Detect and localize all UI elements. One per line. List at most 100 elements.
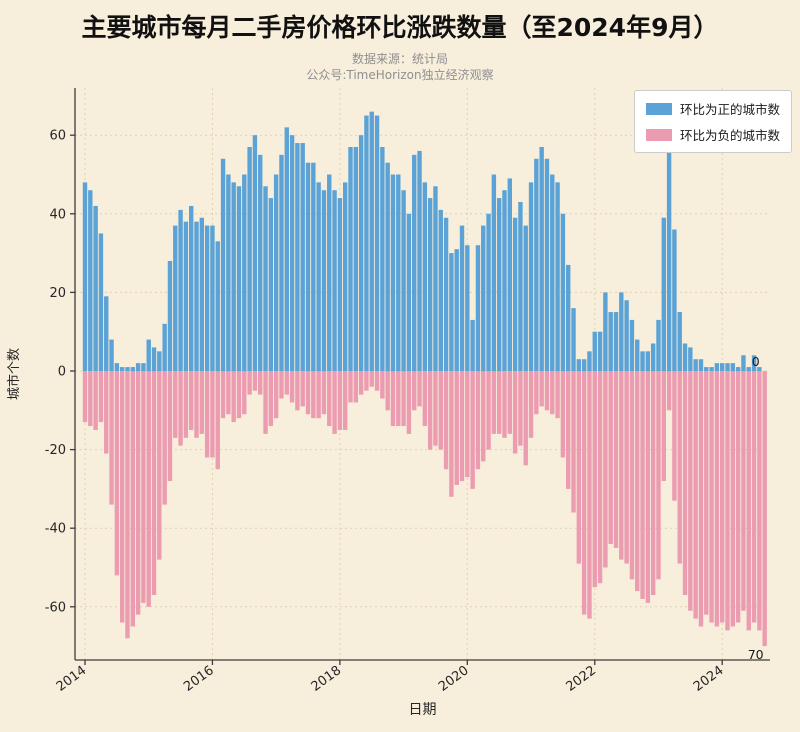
- bar-positive: [735, 367, 741, 371]
- bar-positive: [263, 186, 268, 371]
- bar-negative: [481, 371, 486, 462]
- axes: [70, 88, 770, 665]
- bar-negative: [629, 371, 635, 580]
- bar-negative: [465, 371, 470, 478]
- bar-negative: [406, 371, 412, 434]
- bar-positive: [332, 190, 337, 371]
- bar-positive: [512, 217, 518, 371]
- bar-negative: [284, 371, 289, 395]
- bar-positive: [475, 245, 481, 371]
- bar-negative: [220, 371, 226, 419]
- legend-item-negative: 环比为负的城市数: [645, 125, 780, 144]
- bar-negative: [247, 371, 252, 395]
- bar-negative: [475, 371, 481, 470]
- bar-positive: [645, 351, 651, 371]
- bar-negative: [178, 371, 183, 446]
- bar-positive: [481, 225, 486, 371]
- bar-positive: [650, 343, 656, 371]
- bar-negative: [528, 371, 534, 438]
- bar-negative: [358, 371, 364, 395]
- bar-negative: [597, 371, 603, 584]
- bar-positive: [316, 182, 321, 371]
- bar-positive: [518, 202, 523, 371]
- bar-negative: [587, 371, 592, 619]
- bar-negative: [364, 371, 369, 391]
- bar-negative: [337, 371, 343, 430]
- bar-negative: [258, 371, 263, 395]
- bar-positive: [82, 182, 88, 371]
- bar-negative: [332, 371, 337, 434]
- bar-positive: [427, 198, 433, 371]
- bar-positive: [189, 205, 194, 371]
- bar-negative: [544, 371, 550, 411]
- bar-positive: [507, 178, 512, 371]
- bar-negative: [470, 371, 475, 489]
- legend-item-positive: 环比为正的城市数: [645, 99, 780, 118]
- bar-negative: [581, 371, 587, 615]
- bar-positive: [603, 292, 608, 371]
- chart-title: 主要城市每月二手房价格环比涨跌数量（至2024年9月）: [81, 13, 719, 42]
- bar-positive: [698, 359, 704, 371]
- bar-positive: [401, 190, 406, 371]
- bar-positive: [438, 209, 443, 371]
- bar-positive: [635, 339, 640, 371]
- bar-negative: [650, 371, 656, 596]
- bar-positive: [656, 319, 661, 371]
- bar-positive: [374, 115, 380, 371]
- bar-positive: [757, 367, 762, 371]
- bar-positive: [321, 190, 327, 371]
- bar-negative: [189, 371, 194, 430]
- bar-positive: [390, 174, 396, 371]
- bar-negative: [204, 371, 210, 458]
- y-tick-label: -40: [45, 522, 66, 537]
- bar-positive: [720, 363, 725, 371]
- bar-positive: [454, 249, 459, 371]
- bar-negative: [401, 371, 406, 427]
- bar-positive: [571, 308, 576, 371]
- bar-negative: [688, 371, 693, 611]
- bar-positive: [486, 213, 491, 371]
- y-tick-label: 40: [49, 207, 66, 222]
- bar-positive: [348, 146, 353, 371]
- bar-positive: [566, 264, 571, 371]
- bar-negative: [311, 371, 316, 419]
- bar-positive: [608, 312, 613, 371]
- x-tick-label: 2016: [181, 663, 217, 695]
- bar-negative: [321, 371, 327, 415]
- bar-negative: [316, 371, 321, 419]
- bar-positive: [183, 221, 189, 371]
- bar-positive: [449, 253, 454, 371]
- bar-positive: [502, 190, 507, 371]
- bar-negative: [273, 371, 279, 419]
- bar-negative: [162, 371, 167, 505]
- bar-positive: [491, 174, 497, 371]
- bar-positive: [597, 331, 603, 371]
- bar-positive: [619, 292, 624, 371]
- bar-positive: [289, 135, 295, 371]
- bar-positive: [199, 217, 205, 371]
- bar-negative: [427, 371, 433, 450]
- bar-negative: [624, 371, 629, 564]
- bar-positive: [396, 174, 401, 371]
- annotation-70: 70: [748, 647, 764, 662]
- positive-bars: [82, 111, 762, 372]
- bar-negative: [252, 371, 258, 391]
- bar-positive: [459, 225, 465, 371]
- bar-negative: [693, 371, 698, 619]
- bar-positive: [135, 363, 141, 371]
- bar-negative: [762, 371, 767, 647]
- bar-negative: [300, 371, 305, 407]
- legend: 环比为正的城市数 环比为负的城市数: [633, 90, 792, 153]
- legend-label-negative: 环比为负的城市数: [679, 128, 780, 143]
- bar-positive: [279, 154, 284, 371]
- bar-positive: [119, 367, 125, 371]
- annotation-0: 0: [752, 354, 760, 369]
- bar-negative: [661, 371, 666, 482]
- bar-negative: [454, 371, 459, 485]
- bar-negative: [735, 371, 741, 623]
- bar-negative: [539, 371, 544, 407]
- bar-positive: [364, 115, 369, 371]
- bar-positive: [587, 351, 592, 371]
- bar-negative: [215, 371, 220, 470]
